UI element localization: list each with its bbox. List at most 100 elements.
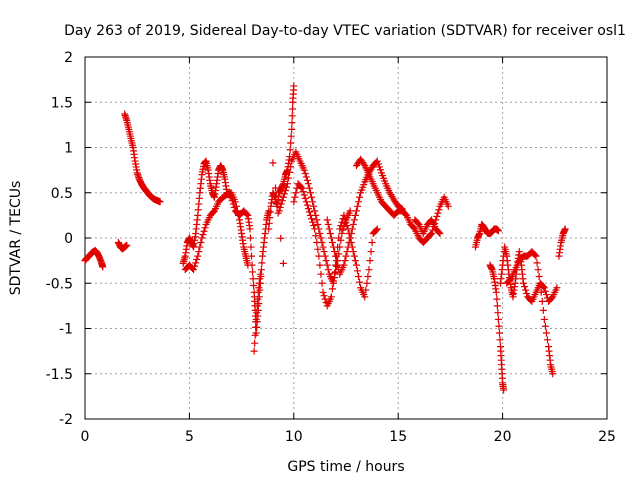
data-point <box>316 261 324 269</box>
data-point <box>254 295 262 303</box>
chart-title: Day 263 of 2019, Sidereal Day-to-day VTE… <box>64 23 626 39</box>
data-point <box>304 180 312 188</box>
data-point <box>309 198 317 206</box>
series-sat-s <box>555 225 569 260</box>
data-point <box>123 241 131 249</box>
data-point <box>190 266 198 274</box>
data-point <box>492 288 500 296</box>
data-point <box>375 163 383 171</box>
series-sat-b <box>114 239 131 253</box>
data-point <box>317 234 325 242</box>
data-point <box>539 306 547 314</box>
x-tick-label: 20 <box>494 429 512 445</box>
data-point <box>253 302 261 310</box>
series-sat-c <box>121 110 164 206</box>
data-point <box>336 225 344 233</box>
data-point <box>341 257 349 265</box>
data-point <box>197 239 205 247</box>
x-axis-label: GPS time / hours <box>287 459 404 475</box>
data-point <box>549 370 557 378</box>
data-point <box>308 193 316 201</box>
data-point <box>347 229 355 237</box>
series-sat-m <box>352 155 452 247</box>
data-point <box>230 203 238 211</box>
data-point <box>350 216 358 224</box>
data-point <box>319 288 327 296</box>
data-point <box>299 188 307 196</box>
data-point <box>365 266 373 274</box>
data-point <box>341 215 349 223</box>
data-point <box>311 207 319 215</box>
data-point <box>329 243 337 251</box>
data-point <box>331 269 339 277</box>
data-point <box>428 229 436 237</box>
data-point <box>250 282 258 290</box>
data-point <box>227 193 235 201</box>
data-point <box>353 267 361 275</box>
data-point <box>308 215 316 223</box>
data-point <box>343 248 351 256</box>
data-point <box>435 228 443 236</box>
data-point <box>305 208 313 216</box>
data-point <box>372 226 380 234</box>
data-point <box>540 315 548 323</box>
data-point <box>226 192 234 200</box>
data-point <box>533 259 541 267</box>
y-axis: -2 -1.5 -1 -0.5 0 0.5 1 1.5 2 <box>46 50 607 428</box>
data-point <box>332 252 340 260</box>
data-point <box>367 248 375 256</box>
data-point <box>288 112 296 120</box>
data-point <box>539 283 547 291</box>
series-sat-l <box>323 157 406 278</box>
series-sat-a <box>81 247 107 271</box>
data-point <box>292 189 300 197</box>
data-point <box>291 193 299 201</box>
data-point <box>229 200 237 208</box>
data-point <box>340 261 348 269</box>
data-point <box>298 184 306 192</box>
data-point <box>364 272 372 280</box>
data-point <box>200 227 208 235</box>
data-point <box>327 293 335 301</box>
data-point <box>290 82 298 90</box>
series-sat-r <box>503 248 557 378</box>
series-sat-e <box>181 189 252 274</box>
data-point <box>435 206 443 214</box>
data-point <box>318 279 326 287</box>
data-point <box>248 252 256 260</box>
y-tick-label: -0.5 <box>46 276 73 292</box>
data-point <box>314 220 322 228</box>
data-point <box>561 225 569 233</box>
data-point <box>288 119 296 127</box>
data-point <box>522 286 530 294</box>
data-point <box>351 257 359 265</box>
data-point <box>317 270 325 278</box>
y-tick-label: -2 <box>59 412 73 428</box>
data-point <box>537 288 545 296</box>
data-point <box>538 297 546 305</box>
series-sat-p <box>486 261 508 394</box>
data-point <box>199 231 207 239</box>
data-point <box>251 339 259 347</box>
data-point <box>543 336 551 344</box>
data-point <box>257 266 265 274</box>
data-point <box>248 261 256 269</box>
data-point <box>311 225 319 233</box>
data-point <box>324 266 332 274</box>
data-point <box>253 309 261 317</box>
data-point <box>287 132 295 140</box>
data-point <box>323 261 331 269</box>
data-point <box>328 285 336 293</box>
data-point <box>310 222 318 230</box>
series-sat-k <box>290 180 381 310</box>
data-point <box>275 207 283 215</box>
series-sat-h <box>265 82 298 233</box>
x-tick-label: 10 <box>285 429 303 445</box>
data-point <box>287 163 295 171</box>
data-point <box>493 295 501 303</box>
data-point <box>494 309 502 317</box>
data-point <box>195 248 203 256</box>
data-point <box>320 292 328 300</box>
y-tick-label: 0 <box>64 231 73 247</box>
data-point <box>198 234 206 242</box>
